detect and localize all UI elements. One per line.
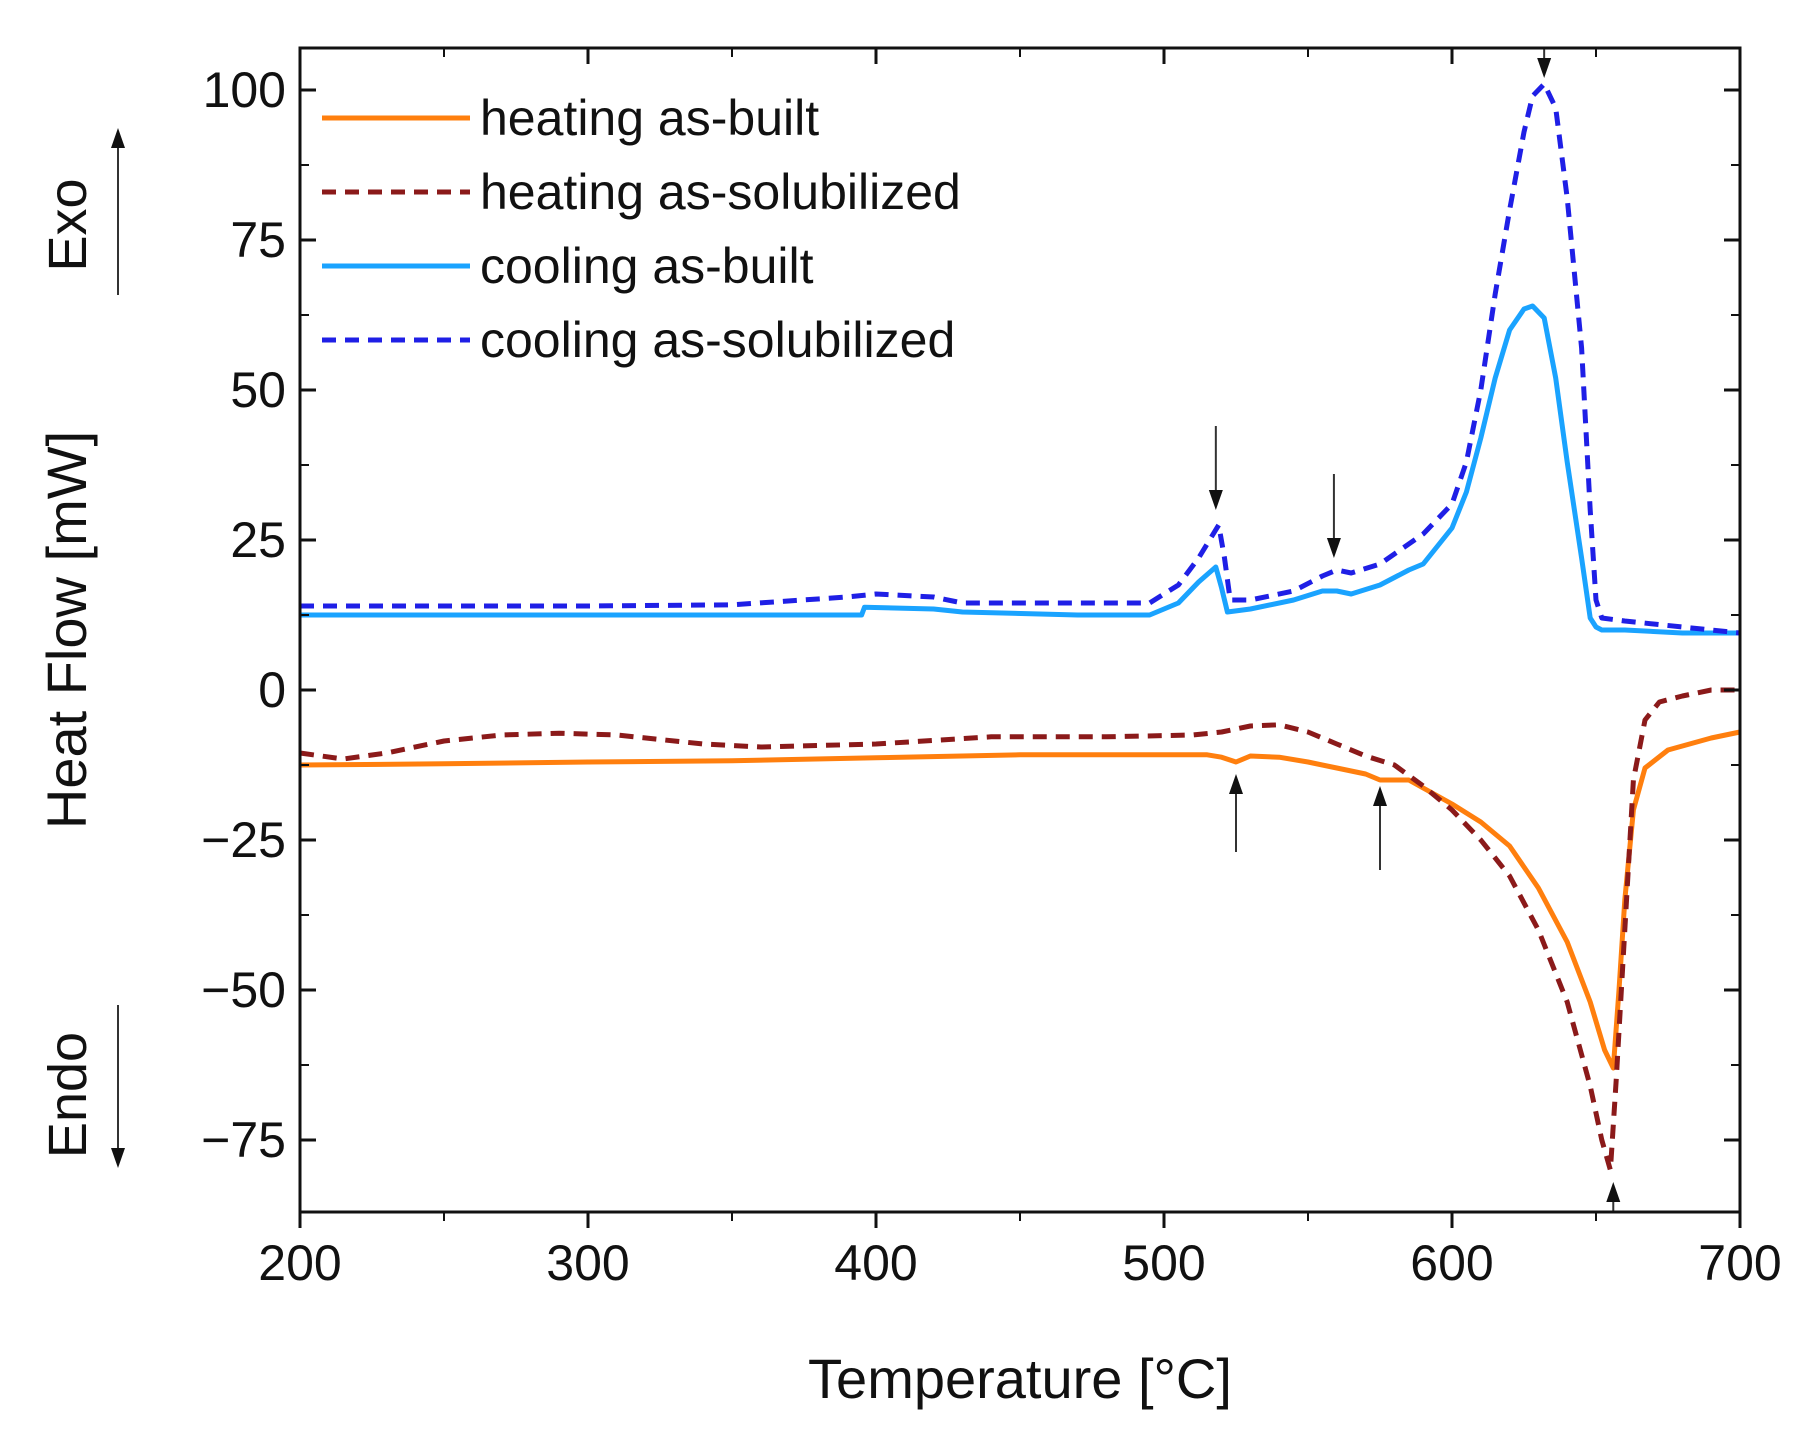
x-axis-title: Temperature [°C] — [808, 1347, 1232, 1410]
y-axis-ticks: −75 −50 −25 0 25 50 75 100 — [201, 62, 1740, 1168]
annotation-arrow-icon-0 — [1208, 490, 1223, 510]
series-layer — [299, 81, 1741, 1173]
legend-label-3: cooling as-solubilized — [480, 312, 955, 368]
annotation-arrow-icon-4 — [1373, 786, 1387, 806]
y-tick-label-75: 75 — [230, 212, 286, 268]
series-line-cooling-as-built — [300, 303, 1740, 636]
legend-label-2: cooling as-built — [480, 238, 814, 294]
plot-frame — [298, 46, 1742, 1214]
x-tick-label-600: 600 — [1410, 1235, 1493, 1291]
y-axis-title: Heat Flow [mW] — [35, 431, 98, 829]
series-line-cooling-as-solubilized — [300, 81, 1741, 636]
annotation-layer — [1208, 48, 1621, 1212]
legend: heating as-built heating as-solubilized co… — [322, 90, 961, 368]
y-tick-label--50: −50 — [201, 962, 286, 1018]
x-tick-label-500: 500 — [1122, 1235, 1205, 1291]
endo-arrow-icon — [111, 1148, 125, 1168]
exo-label: Exo — [38, 178, 98, 271]
x-tick-label-200: 200 — [258, 1235, 341, 1291]
legend-label-1: heating as-solubilized — [480, 164, 961, 220]
y-tick-label-100: 100 — [203, 62, 286, 118]
x-tick-label-700: 700 — [1698, 1235, 1781, 1291]
y-tick-label--75: −75 — [201, 1112, 286, 1168]
series-line-heating-as-built — [299, 729, 1741, 1071]
annotation-arrow-icon-5 — [1606, 1182, 1621, 1202]
x-axis-ticks: 200 300 400 500 600 700 — [258, 48, 1782, 1291]
x-tick-label-300: 300 — [546, 1235, 629, 1291]
x-tick-label-400: 400 — [834, 1235, 917, 1291]
legend-label-0: heating as-built — [480, 90, 819, 146]
y-tick-label--25: −25 — [201, 812, 286, 868]
y-tick-label-25: 25 — [230, 512, 286, 568]
series-line-heating-as-solubilized — [299, 687, 1740, 1173]
annotation-arrow-icon-1 — [1326, 538, 1341, 558]
y-tick-label-50: 50 — [230, 362, 286, 418]
y-tick-label-0: 0 — [258, 662, 286, 718]
endo-label: Endo — [38, 1032, 98, 1158]
annotation-arrow-icon-2 — [1537, 58, 1552, 78]
annotation-arrow-icon-3 — [1229, 774, 1243, 794]
exo-arrow-icon — [111, 128, 125, 148]
